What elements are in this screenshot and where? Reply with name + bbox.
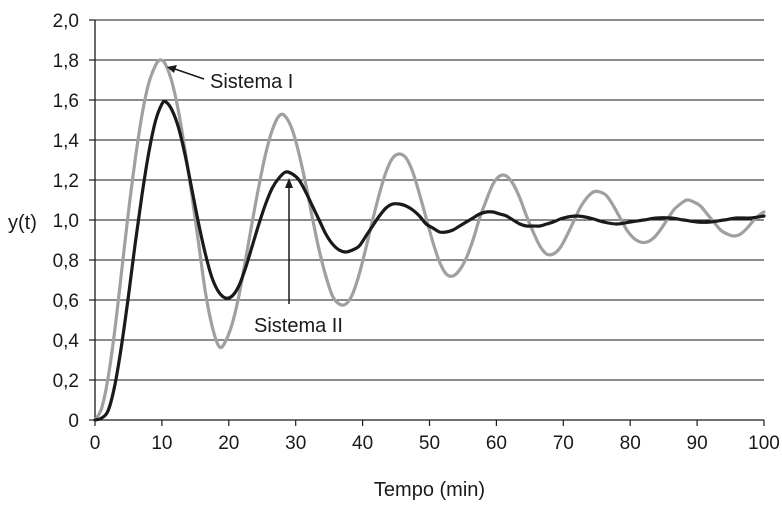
x-tick-label-5: 50: [419, 433, 440, 454]
y-tick-label-4: 0,8: [53, 251, 79, 272]
y-tick-label-7: 1,4: [53, 131, 80, 152]
series-lines: [93, 58, 766, 422]
y-tick-labels: 0 0,2 0,4 0,6 0,8 1,0 1,2 1,4 1,6 1,8 2,0: [53, 11, 80, 432]
y-tick-label-8: 1,6: [53, 91, 79, 112]
x-tick-label-6: 60: [486, 433, 507, 454]
series-line-sistema-1: [93, 58, 766, 422]
axes: [89, 19, 765, 426]
x-tick-label-8: 80: [620, 433, 641, 454]
sistema-1-arrowhead: [166, 65, 177, 73]
y-axis-label: y(t): [8, 212, 37, 234]
sistema-1-pointer: [174, 68, 205, 80]
sistema-2-label: Sistema II: [254, 315, 343, 337]
annotations: Sistema I Sistema II: [166, 65, 343, 337]
y-tick-label-9: 1,8: [53, 51, 79, 72]
x-tick-label-3: 30: [285, 433, 306, 454]
y-tick-label-1: 0,2: [53, 371, 79, 392]
x-tick-label-2: 20: [218, 433, 239, 454]
x-tick-labels: 0 10 20 30 40 50 60 70 80 90 100: [90, 433, 780, 454]
y-tick-label-5: 1,0: [53, 211, 79, 232]
series-line-sistema-2: [93, 99, 766, 422]
x-tick-label-7: 70: [553, 433, 574, 454]
x-tick-label-1: 10: [151, 433, 172, 454]
x-tick-label-4: 40: [352, 433, 373, 454]
y-tick-label-0: 0: [68, 411, 79, 432]
sistema-1-label: Sistema I: [210, 71, 293, 93]
x-tick-label-9: 90: [687, 433, 708, 454]
x-tick-label-10: 100: [748, 433, 780, 454]
sistema-2-arrowhead: [285, 178, 294, 188]
y-tick-label-3: 0,6: [53, 291, 79, 312]
y-tick-label-10: 2,0: [53, 11, 79, 32]
x-axis-label: Tempo (min): [374, 479, 485, 501]
y-tick-label-2: 0,4: [53, 331, 80, 352]
x-tick-label-0: 0: [90, 433, 101, 454]
y-tick-label-6: 1,2: [53, 171, 79, 192]
